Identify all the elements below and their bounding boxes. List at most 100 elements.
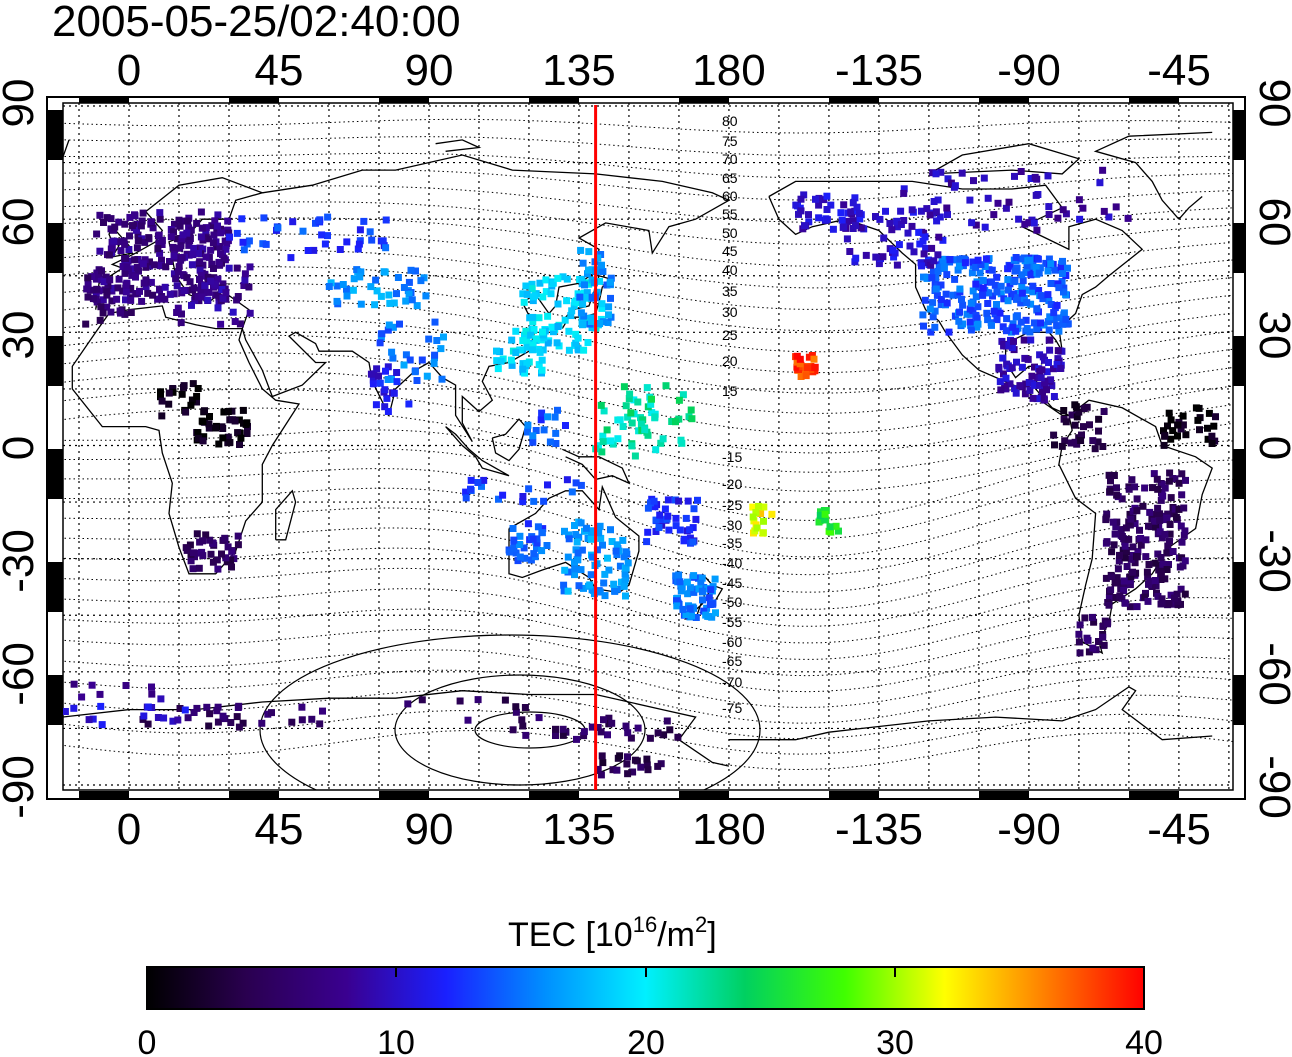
- tec-cell: [1103, 538, 1111, 546]
- tec-cell: [1150, 517, 1158, 525]
- tec-cell: [408, 296, 416, 304]
- tec-cell: [158, 412, 166, 420]
- tec-cell: [921, 296, 929, 304]
- right-lat-tick-label: 60: [1250, 198, 1292, 247]
- tec-cell: [534, 523, 542, 531]
- tec-cell: [524, 421, 532, 429]
- tec-cell: [1167, 416, 1175, 424]
- tec-cell: [137, 222, 145, 230]
- tec-cell: [178, 390, 186, 398]
- tec-cell: [1181, 590, 1189, 598]
- tec-cell: [206, 413, 213, 420]
- tec-cell: [202, 231, 210, 239]
- tec-cell: [196, 258, 204, 266]
- tec-cell: [1091, 445, 1099, 453]
- tec-cell: [1113, 484, 1120, 492]
- tec-cell: [1157, 576, 1165, 583]
- tec-cell: [1100, 207, 1108, 215]
- tec-cell: [628, 442, 636, 450]
- tec-cell: [893, 217, 901, 225]
- tec-cell: [219, 425, 227, 432]
- tec-cell: [1145, 522, 1152, 530]
- tec-cell: [528, 280, 536, 288]
- tec-cell: [224, 408, 232, 415]
- tec-cell: [657, 439, 665, 447]
- tec-cell: [687, 406, 695, 414]
- tec-cell: [179, 231, 187, 239]
- tec-cell: [1044, 291, 1052, 299]
- contour-label: 70: [722, 151, 738, 167]
- tec-cell: [1172, 513, 1180, 521]
- tec-cell: [544, 339, 552, 347]
- tec-cell: [321, 240, 329, 248]
- tec-cell: [519, 290, 527, 298]
- tec-cell: [1089, 613, 1096, 621]
- tec-cell: [1000, 370, 1007, 378]
- tec-cell: [196, 276, 203, 283]
- tec-cell: [384, 376, 392, 383]
- tec-cell: [1120, 577, 1128, 585]
- tec-cell: [1017, 168, 1025, 175]
- tec-cell: [404, 700, 412, 708]
- tec-cell: [243, 430, 251, 437]
- tec-cell: [98, 267, 105, 275]
- tec-cell: [121, 240, 129, 248]
- tec-cell: [1054, 355, 1062, 363]
- tec-cell: [1068, 411, 1076, 419]
- tec-cell: [616, 752, 624, 760]
- tec-cell: [1179, 562, 1187, 570]
- tec-cell: [140, 712, 148, 720]
- tec-cell: [800, 191, 808, 199]
- tec-cell: [1105, 601, 1113, 609]
- tec-cell: [506, 548, 514, 556]
- tec-cell: [115, 238, 123, 246]
- tec-cell: [1115, 557, 1123, 565]
- tec-cell: [356, 273, 364, 281]
- tec-cell: [234, 293, 242, 300]
- tec-cell: [195, 564, 203, 572]
- tec-cell: [977, 261, 985, 269]
- tec-cell: [1210, 422, 1218, 430]
- tec-cell: [497, 357, 505, 365]
- tec-cell: [93, 270, 101, 278]
- tec-cell: [1110, 541, 1118, 549]
- tec-cell: [749, 503, 757, 511]
- tec-cell: [521, 554, 529, 562]
- tec-cell: [568, 307, 576, 315]
- mlat-contour: [63, 649, 1233, 708]
- contour-label: -20: [722, 476, 742, 492]
- tec-cell: [369, 376, 377, 384]
- tec-cell: [170, 290, 178, 298]
- tec-cell: [999, 323, 1007, 331]
- tec-cell: [197, 208, 205, 216]
- tec-cell: [1158, 595, 1166, 603]
- tec-cell: [620, 582, 628, 590]
- tec-cell: [170, 252, 178, 260]
- tec-cell: [1205, 409, 1213, 417]
- tec-cell: [528, 285, 536, 293]
- bottom-lon-tick-label: 180: [692, 805, 765, 854]
- tec-cell: [508, 336, 516, 344]
- tec-cell: [1121, 542, 1129, 550]
- tec-cell: [697, 579, 705, 587]
- tec-cell: [586, 581, 594, 589]
- tec-cell: [886, 220, 894, 227]
- tec-cell: [1139, 502, 1147, 510]
- left-latitude-ticks: 90 60 30 0 -30 -60 -90: [0, 79, 43, 819]
- tec-cell: [1026, 328, 1034, 336]
- tec-cell: [927, 328, 935, 336]
- tec-cell: [495, 495, 502, 503]
- tec-cell: [1011, 277, 1019, 285]
- tec-cell: [156, 285, 163, 293]
- tec-cell: [672, 522, 680, 530]
- tec-cell: [343, 285, 350, 293]
- tec-cell: [990, 211, 998, 219]
- tec-cell: [624, 729, 632, 737]
- tec-cell: [1129, 551, 1137, 559]
- tec-cell: [815, 201, 823, 209]
- tec-cell: [1154, 504, 1162, 512]
- tec-cell: [1146, 577, 1154, 585]
- tec-cell: [972, 221, 980, 229]
- tec-cell: [169, 243, 177, 251]
- tec-cell: [650, 497, 658, 505]
